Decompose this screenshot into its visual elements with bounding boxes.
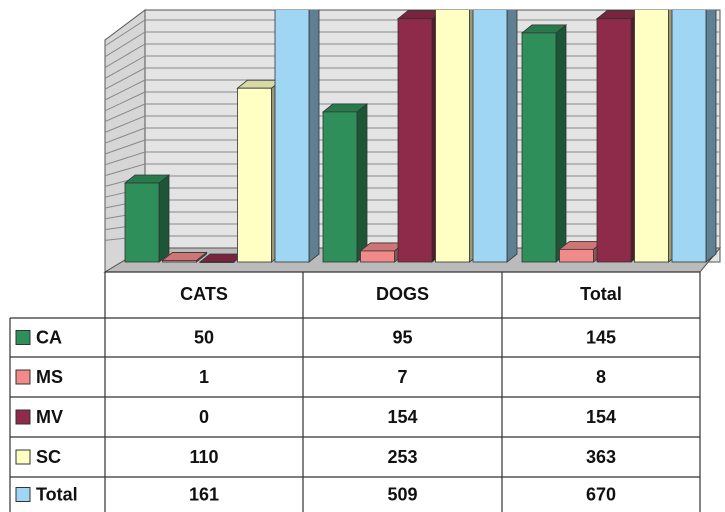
wall-stripe — [104, 67, 146, 90]
bar-front — [671, 10, 707, 263]
bar-front — [634, 10, 669, 263]
bar-front — [596, 18, 632, 263]
bar-front — [124, 182, 160, 263]
wall-stripe — [104, 19, 146, 47]
table-value: 95 — [392, 327, 412, 347]
bar-front — [322, 111, 358, 263]
table-value: 1 — [199, 367, 209, 387]
bar-front — [274, 10, 310, 263]
bar-front — [521, 32, 557, 263]
wall-stripe — [104, 79, 146, 101]
bar-front — [199, 261, 235, 263]
wall-stripe — [104, 31, 146, 58]
legend-swatch — [15, 487, 31, 502]
wall-stripe — [104, 127, 146, 144]
column-header: DOGS — [376, 284, 429, 304]
table-value: 145 — [586, 327, 616, 347]
table-value: 363 — [586, 447, 616, 467]
table-value: 7 — [397, 367, 407, 387]
bar — [274, 0, 320, 263]
row-label: SC — [36, 447, 61, 467]
bar-side — [506, 10, 518, 263]
wall-stripe — [104, 151, 146, 166]
row-label: CA — [36, 327, 62, 347]
bar — [123, 174, 171, 263]
table-value: 670 — [586, 484, 616, 504]
column-header: Total — [580, 284, 622, 304]
bar-side — [555, 24, 567, 263]
table-value: 50 — [194, 327, 214, 347]
bar-side — [705, 10, 717, 263]
bar — [435, 10, 480, 263]
legend-swatch — [15, 449, 31, 465]
table-value: 154 — [387, 407, 417, 427]
bar — [161, 251, 208, 263]
wall-stripe — [104, 55, 146, 79]
legend-swatch — [15, 369, 31, 385]
table-value: 8 — [596, 367, 606, 387]
bars — [123, 0, 717, 263]
bar — [321, 103, 369, 263]
bar — [595, 10, 643, 263]
table-value: 509 — [387, 484, 417, 504]
row-label: MV — [36, 407, 63, 427]
bar-top — [275, 0, 319, 8]
bar — [520, 24, 568, 263]
column-header: CATS — [180, 284, 228, 304]
row-label: MS — [36, 367, 63, 387]
bar-front — [472, 10, 508, 263]
bar-front — [237, 87, 272, 263]
data-table: CATS DOGS Total CA 50 95 145 MS 1 7 8 MV 0 154 154 SC 11… — [9, 271, 701, 512]
table-value: 253 — [387, 447, 417, 467]
bar-side — [308, 10, 320, 263]
row-label: Total — [36, 484, 78, 504]
table-value: 161 — [189, 484, 219, 504]
wall-stripe — [104, 139, 146, 155]
table-value: 0 — [199, 407, 209, 427]
bar-front — [435, 10, 470, 263]
bar-front — [559, 248, 594, 263]
wall-stripe — [104, 163, 146, 177]
bar — [472, 10, 518, 263]
table-value: 110 — [189, 447, 218, 467]
legend-swatch — [15, 330, 31, 345]
table-value: 154 — [586, 407, 616, 427]
legend-swatch — [15, 409, 31, 425]
wall-stripe — [104, 115, 146, 133]
bar-front — [397, 18, 433, 263]
bar-side — [356, 103, 368, 263]
wall-stripe — [104, 43, 146, 69]
bar-side — [158, 174, 170, 263]
wall-stripe — [104, 91, 146, 112]
bar — [671, 10, 717, 263]
bar-front — [360, 250, 395, 263]
bar-front — [162, 260, 197, 263]
wall-stripe — [104, 103, 146, 123]
